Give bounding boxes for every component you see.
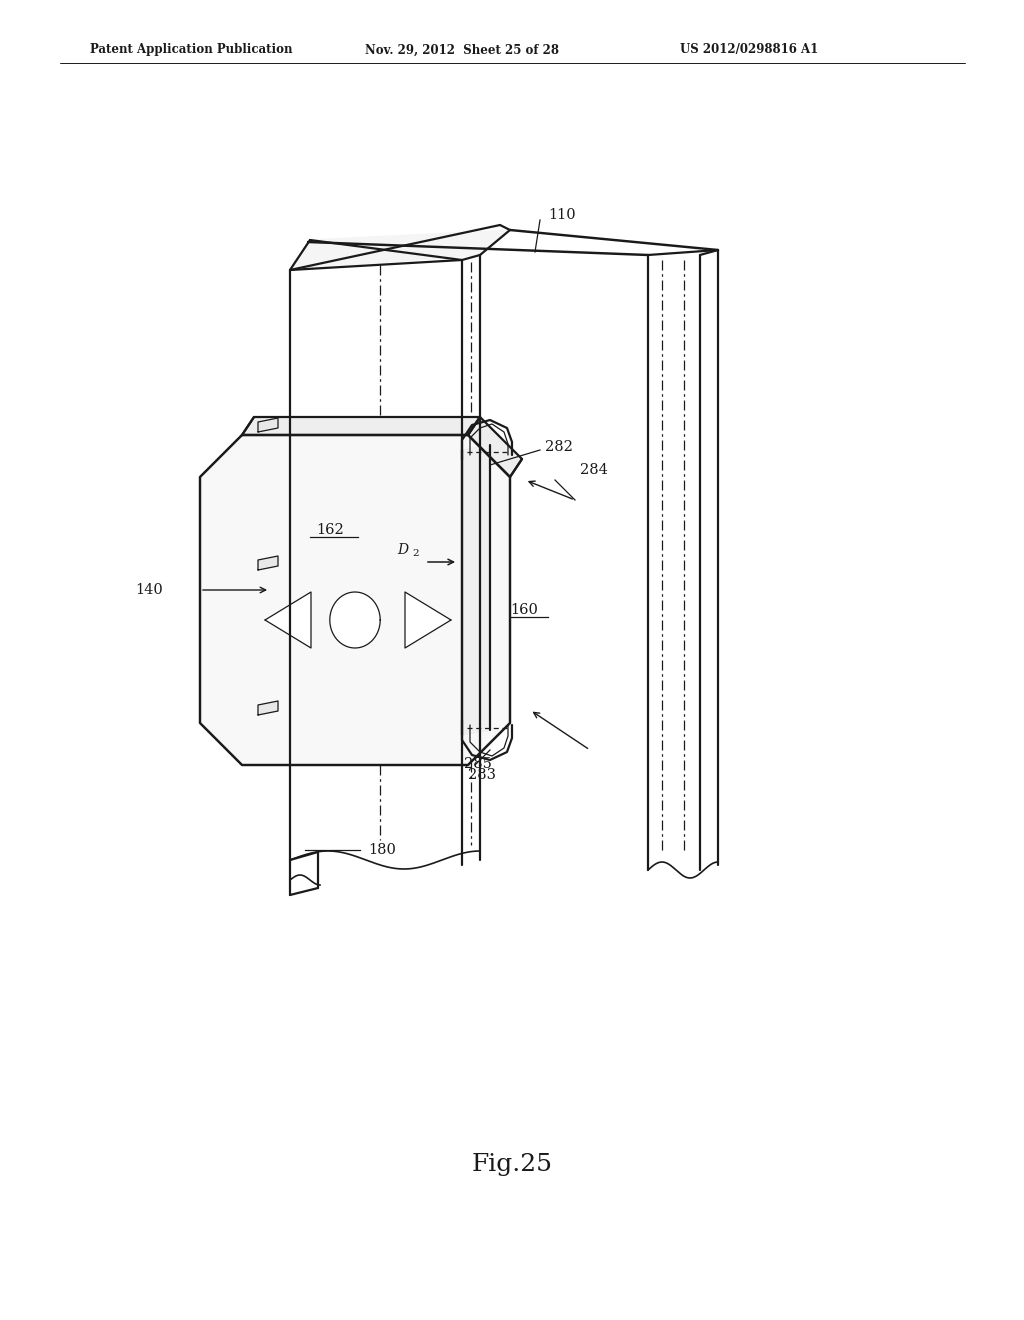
- Polygon shape: [290, 230, 510, 271]
- Polygon shape: [258, 701, 278, 715]
- Text: Nov. 29, 2012  Sheet 25 of 28: Nov. 29, 2012 Sheet 25 of 28: [365, 44, 559, 57]
- Text: D: D: [397, 543, 408, 557]
- Text: 285: 285: [464, 756, 492, 771]
- Polygon shape: [242, 417, 480, 436]
- Polygon shape: [258, 556, 278, 570]
- Text: 2: 2: [412, 549, 419, 558]
- Polygon shape: [265, 591, 311, 648]
- Text: 284: 284: [580, 463, 608, 477]
- Text: US 2012/0298816 A1: US 2012/0298816 A1: [680, 44, 818, 57]
- Text: 140: 140: [135, 583, 163, 597]
- Polygon shape: [330, 591, 380, 648]
- Text: Fig.25: Fig.25: [471, 1154, 553, 1176]
- Polygon shape: [406, 591, 451, 648]
- Polygon shape: [468, 417, 522, 477]
- Polygon shape: [258, 418, 278, 432]
- Text: 110: 110: [548, 209, 575, 222]
- Text: 160: 160: [510, 603, 538, 616]
- Polygon shape: [462, 445, 490, 735]
- Text: Patent Application Publication: Patent Application Publication: [90, 44, 293, 57]
- Text: 180: 180: [368, 843, 396, 857]
- Polygon shape: [200, 436, 510, 766]
- Text: 283: 283: [468, 768, 496, 781]
- Text: 282: 282: [545, 440, 572, 454]
- Text: 162: 162: [316, 523, 344, 537]
